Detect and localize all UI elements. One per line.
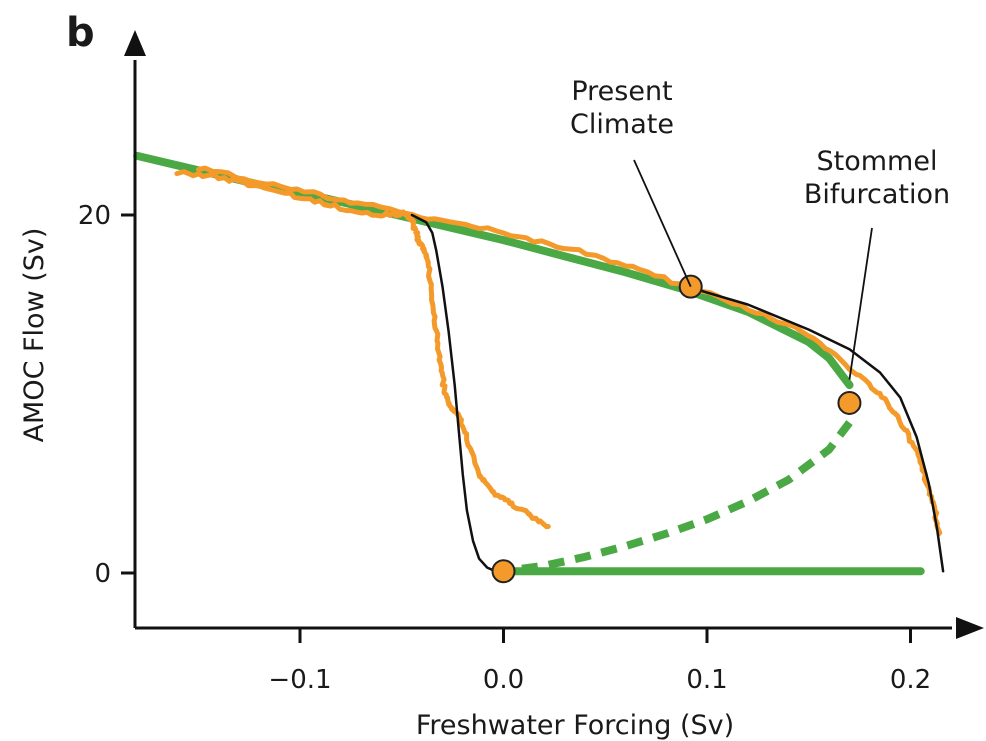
equilibrium-point [491,559,516,584]
y-axis-arrow [124,30,146,56]
points-layer [491,274,862,584]
series-layer [133,151,945,576]
y-tick-label: 20 [78,201,111,231]
ticks-layer: −0.1 0.0 0.1 0.2 0 20 [78,201,931,695]
equilibrium-point [837,390,862,415]
annotation-leader-line [633,159,692,287]
series-line-4 [410,213,505,575]
y-tick-label: 0 [94,559,111,589]
series-line-2 [502,420,853,576]
series-line-7 [196,165,943,537]
x-axis-title: Freshwater Forcing (Sv) [416,710,734,741]
annotation-label: Climate [570,109,674,140]
series-line-6 [174,169,551,530]
x-tick-label: 0.1 [686,665,727,695]
x-tick-label: 0.0 [483,665,524,695]
series-line-1 [133,151,854,390]
annotation-label: Bifurcation [804,179,950,210]
y-axis-title: AMOC Flow (Sv) [19,228,50,443]
annotation-label: Present [571,76,672,107]
x-tick-label: −0.1 [268,665,331,695]
series-line-5 [685,285,945,573]
panel-label: b [66,10,95,56]
annotation-leader-line [848,227,873,380]
annotation-label: Stommel [817,146,938,177]
x-tick-label: 0.2 [890,665,931,695]
x-axis-arrow [956,617,984,639]
